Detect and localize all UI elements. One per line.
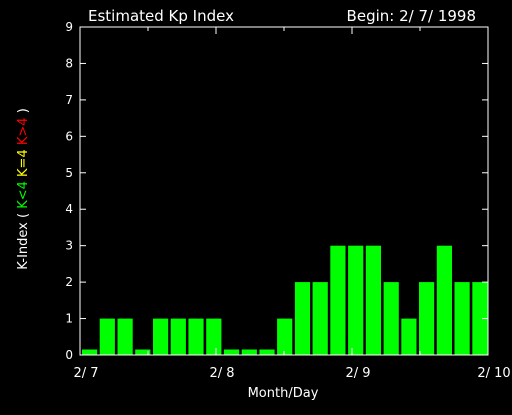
kp-bar bbox=[82, 349, 98, 355]
y-tick-label: 6 bbox=[65, 129, 73, 143]
kp-bar bbox=[348, 245, 364, 355]
kp-bar bbox=[383, 282, 399, 355]
kp-bar bbox=[277, 318, 293, 355]
kp-bar bbox=[188, 318, 204, 355]
kp-bar bbox=[99, 318, 115, 355]
kp-bar bbox=[223, 349, 240, 355]
y-tick-label: 8 bbox=[65, 56, 73, 70]
kp-bar bbox=[401, 318, 417, 355]
x-axis-label: Month/Day bbox=[248, 386, 319, 401]
kp-bar bbox=[135, 349, 151, 355]
kp-bar bbox=[170, 318, 186, 355]
y-tick-label: 9 bbox=[65, 20, 73, 34]
kp-bar bbox=[454, 282, 470, 355]
y-tick-label: 1 bbox=[65, 312, 73, 326]
y-axis-label-part: K=4 bbox=[16, 145, 31, 177]
y-axis-label: K-Index ( K<4 K=4 K>4 ) bbox=[16, 108, 31, 270]
y-tick-label: 4 bbox=[65, 202, 73, 216]
y-tick-label: 3 bbox=[65, 239, 73, 253]
kp-bar bbox=[312, 282, 328, 355]
kp-bar bbox=[419, 282, 435, 355]
y-tick-label: 2 bbox=[65, 275, 73, 289]
plot-area: 0 1 2 3 4 5 6 7 8 9 2/ 7 2/ 8 2/ 9 2/ 10 bbox=[65, 20, 510, 381]
y-axis-label-part: K<4 bbox=[16, 177, 31, 209]
kp-bar bbox=[241, 349, 257, 355]
kp-bar bbox=[365, 245, 381, 355]
begin-date: Begin: 2/ 7/ 1998 bbox=[347, 7, 476, 25]
kp-bar bbox=[259, 349, 275, 355]
kp-bar bbox=[206, 318, 222, 355]
kp-bar bbox=[294, 282, 311, 355]
y-axis-label-part: ) bbox=[16, 108, 31, 117]
x-tick-label: 2/ 9 bbox=[345, 366, 370, 381]
kp-bar bbox=[472, 282, 488, 355]
x-tick-label: 2/ 8 bbox=[209, 366, 234, 381]
x-tick-label: 2/ 7 bbox=[73, 366, 98, 381]
y-tick-label: 7 bbox=[65, 93, 73, 107]
kp-bar bbox=[153, 318, 169, 355]
x-tick-label: 2/ 10 bbox=[477, 366, 510, 381]
y-axis-label-part: K>4 bbox=[16, 117, 31, 145]
chart-title: Estimated Kp Index bbox=[88, 7, 234, 25]
y-axis-label-part: K-Index ( bbox=[16, 209, 31, 270]
kp-bar bbox=[330, 245, 346, 355]
y-tick-label: 0 bbox=[65, 348, 73, 362]
kp-bar bbox=[117, 318, 133, 355]
y-tick-label: 5 bbox=[65, 166, 73, 180]
kp-bar bbox=[436, 245, 452, 355]
